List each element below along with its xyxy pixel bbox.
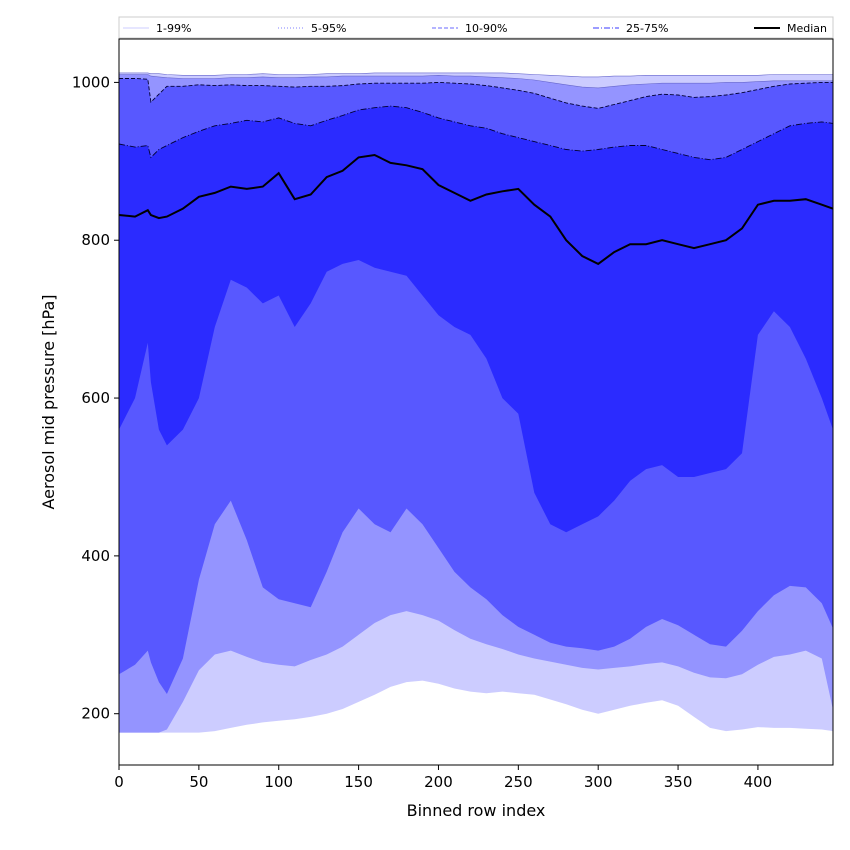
band-edge-1-99pct [119, 72, 833, 78]
legend-label: 25-75% [626, 22, 668, 35]
x-tick-label: 200 [424, 773, 453, 791]
legend-label: 1-99% [156, 22, 191, 35]
band-25-75pct [119, 106, 833, 533]
legend-label: 10-90% [465, 22, 507, 35]
y-axis-label: Aerosol mid pressure [hPa] [39, 294, 58, 509]
x-tick-label: 250 [504, 773, 533, 791]
x-tick-label: 50 [189, 773, 208, 791]
y-tick-label: 400 [81, 547, 110, 565]
legend-label: 5-95% [311, 22, 346, 35]
x-tick-label: 150 [344, 773, 373, 791]
legend-box [118, 16, 834, 39]
band-edge-25-75pct [118, 105, 834, 161]
y-tick-label: 1000 [72, 73, 110, 91]
x-tick-label: 300 [584, 773, 613, 791]
x-axis-label: Binned row index [407, 801, 546, 820]
legend-label: Median [787, 22, 827, 35]
x-tick-label: 400 [744, 773, 773, 791]
x-axis-ticks: 0 50 100 150 200 250 300 350 400 [114, 765, 772, 791]
band-edge-10-90pct [119, 78, 833, 109]
percentile-bands [118, 72, 834, 733]
legend: 1-99% 5-95% 10-90% 25-75% Median [118, 16, 834, 39]
x-tick-label: 100 [264, 773, 293, 791]
y-tick-label: 600 [81, 389, 110, 407]
y-axis-ticks: 200 400 600 800 1000 [72, 73, 119, 723]
plot-frame [118, 38, 834, 766]
median-line [118, 153, 834, 266]
band-edge-5-95pct [119, 74, 833, 89]
y-tick-label: 200 [81, 705, 110, 723]
x-tick-label: 350 [664, 773, 693, 791]
median-line-layer [118, 153, 834, 266]
x-tick-label: 0 [114, 773, 124, 791]
y-tick-label: 800 [81, 231, 110, 249]
